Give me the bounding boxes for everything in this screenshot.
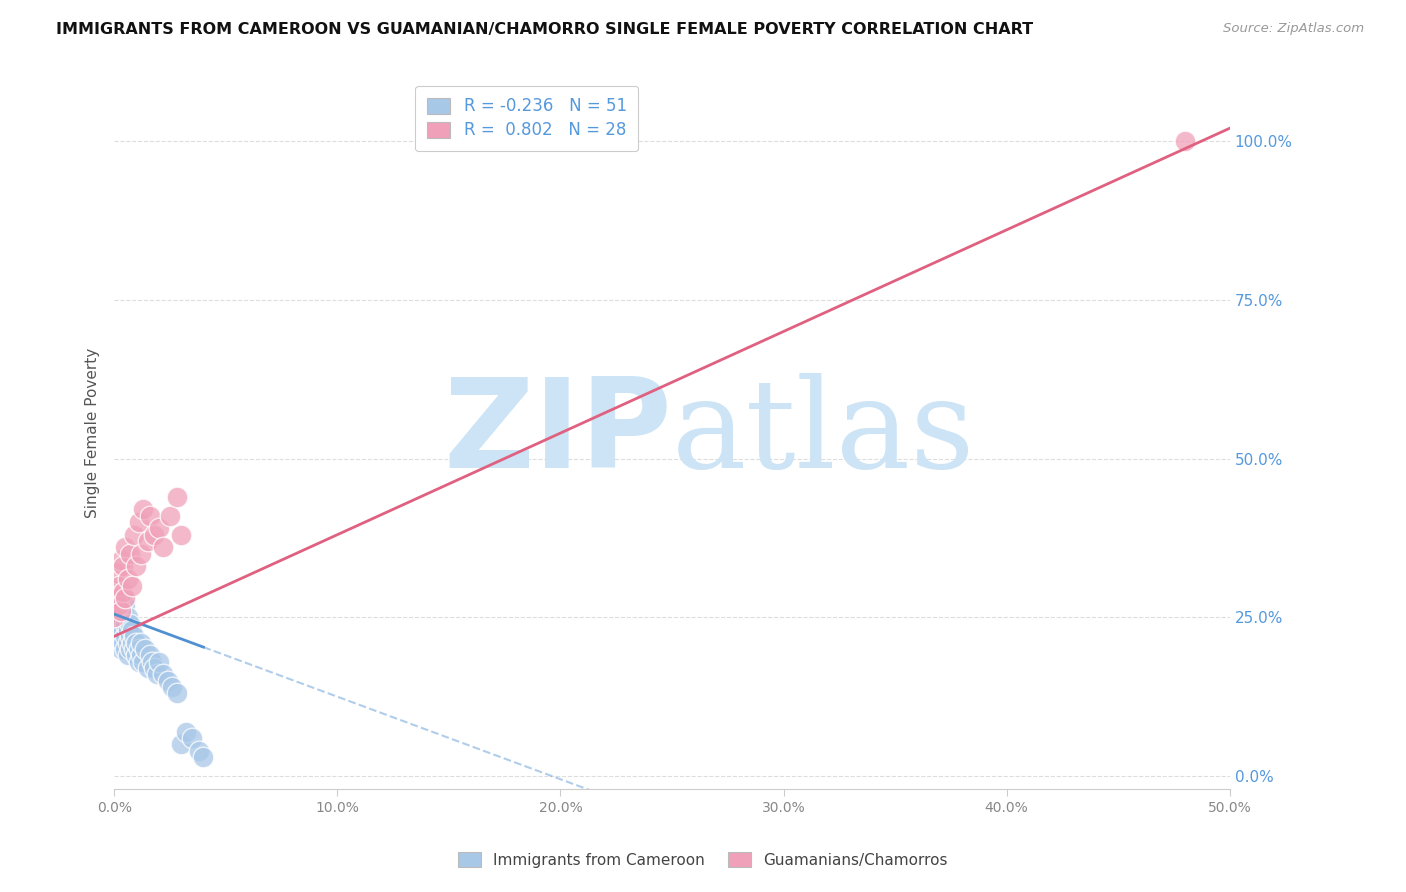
Point bbox=[122, 527, 145, 541]
Point bbox=[152, 541, 174, 555]
Point bbox=[148, 521, 170, 535]
Point bbox=[114, 629, 136, 643]
Point bbox=[114, 541, 136, 555]
Point bbox=[110, 616, 132, 631]
Point bbox=[159, 508, 181, 523]
Point bbox=[145, 667, 167, 681]
Text: Source: ZipAtlas.com: Source: ZipAtlas.com bbox=[1223, 22, 1364, 36]
Point bbox=[118, 547, 141, 561]
Point bbox=[114, 591, 136, 606]
Point bbox=[139, 508, 162, 523]
Point bbox=[148, 655, 170, 669]
Point bbox=[129, 635, 152, 649]
Point bbox=[105, 616, 128, 631]
Point bbox=[122, 629, 145, 643]
Point bbox=[170, 737, 193, 751]
Point bbox=[105, 566, 128, 580]
Point bbox=[105, 591, 128, 606]
Text: ZIP: ZIP bbox=[443, 373, 672, 493]
Legend: Immigrants from Cameroon, Guamanians/Chamorros: Immigrants from Cameroon, Guamanians/Cha… bbox=[451, 845, 955, 875]
Point bbox=[103, 610, 125, 624]
Text: atlas: atlas bbox=[672, 373, 976, 493]
Point bbox=[121, 578, 143, 592]
Point bbox=[105, 604, 128, 618]
Point bbox=[143, 661, 166, 675]
Legend: R = -0.236   N = 51, R =  0.802   N = 28: R = -0.236 N = 51, R = 0.802 N = 28 bbox=[415, 86, 638, 151]
Point bbox=[107, 598, 129, 612]
Text: IMMIGRANTS FROM CAMEROON VS GUAMANIAN/CHAMORRO SINGLE FEMALE POVERTY CORRELATION: IMMIGRANTS FROM CAMEROON VS GUAMANIAN/CH… bbox=[56, 22, 1033, 37]
Y-axis label: Single Female Poverty: Single Female Poverty bbox=[86, 348, 100, 518]
Point bbox=[136, 661, 159, 675]
Point bbox=[188, 744, 211, 758]
Point bbox=[181, 731, 204, 745]
Point bbox=[117, 635, 139, 649]
Point bbox=[110, 553, 132, 567]
Point bbox=[122, 642, 145, 657]
Point bbox=[152, 667, 174, 681]
Point bbox=[125, 648, 148, 663]
Point bbox=[121, 635, 143, 649]
Point bbox=[125, 559, 148, 574]
Point bbox=[112, 559, 135, 574]
Point bbox=[114, 598, 136, 612]
Point bbox=[118, 616, 141, 631]
Point bbox=[117, 572, 139, 586]
Point bbox=[117, 648, 139, 663]
Point bbox=[136, 534, 159, 549]
Point bbox=[112, 623, 135, 637]
Point bbox=[114, 616, 136, 631]
Point bbox=[132, 655, 155, 669]
Point bbox=[112, 604, 135, 618]
Point bbox=[156, 673, 179, 688]
Point bbox=[110, 604, 132, 618]
Point bbox=[110, 642, 132, 657]
Point bbox=[118, 629, 141, 643]
Point bbox=[110, 629, 132, 643]
Point bbox=[112, 585, 135, 599]
Point bbox=[170, 527, 193, 541]
Point bbox=[107, 598, 129, 612]
Point bbox=[117, 610, 139, 624]
Point bbox=[160, 680, 183, 694]
Point bbox=[107, 610, 129, 624]
Point bbox=[129, 648, 152, 663]
Point bbox=[166, 490, 188, 504]
Point bbox=[134, 642, 156, 657]
Point bbox=[114, 642, 136, 657]
Point bbox=[193, 750, 215, 764]
Point bbox=[141, 655, 163, 669]
Point bbox=[128, 655, 150, 669]
Point bbox=[107, 578, 129, 592]
Point bbox=[125, 635, 148, 649]
Point bbox=[121, 623, 143, 637]
Point bbox=[139, 648, 162, 663]
Point bbox=[174, 724, 197, 739]
Point bbox=[166, 686, 188, 700]
Point bbox=[129, 547, 152, 561]
Point bbox=[110, 591, 132, 606]
Point bbox=[107, 623, 129, 637]
Point bbox=[143, 527, 166, 541]
Point bbox=[128, 642, 150, 657]
Point bbox=[118, 642, 141, 657]
Point bbox=[112, 635, 135, 649]
Point bbox=[117, 623, 139, 637]
Point bbox=[103, 629, 125, 643]
Point bbox=[128, 515, 150, 529]
Point bbox=[1174, 134, 1197, 148]
Point bbox=[132, 502, 155, 516]
